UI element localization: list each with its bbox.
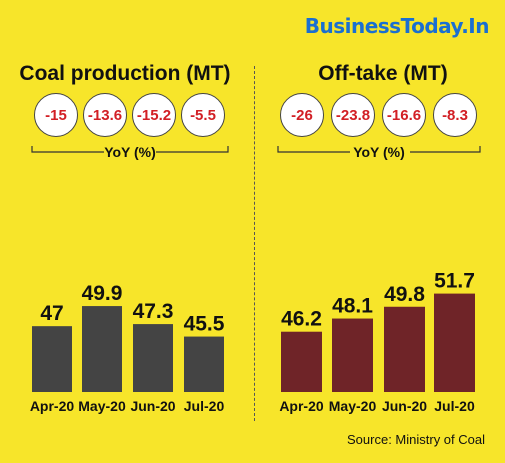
coal-category-label: Jul-20 — [184, 398, 225, 414]
offtake-bar — [384, 306, 425, 392]
coal-category-label: May-20 — [78, 398, 126, 414]
coal-yoy-badge: -5.5 — [181, 93, 225, 137]
coal-bar — [133, 324, 173, 392]
offtake-bar — [332, 318, 373, 392]
coal-yoy-badge: -15.2 — [132, 93, 176, 137]
coal-bar — [82, 306, 122, 392]
offtake-title: Off-take (MT) — [318, 62, 448, 85]
offtake-value-label: 49.8 — [384, 283, 425, 306]
coal-category-label: Apr-20 — [30, 398, 75, 414]
offtake-yoy-badge: -23.8 — [331, 93, 375, 137]
coal-value-label: 47 — [40, 302, 63, 325]
source-note: Source: Ministry of Coal — [347, 432, 485, 447]
offtake-yoy-label: YoY (%) — [353, 144, 405, 160]
brand-logo: BusinessToday.In — [304, 14, 490, 38]
coal-category-label: Jun-20 — [130, 398, 175, 414]
offtake-value-label: 51.7 — [434, 270, 475, 293]
coal-yoy-label: YoY (%) — [104, 144, 156, 160]
coal-value-label: 47.3 — [133, 300, 174, 323]
offtake-bar — [281, 331, 322, 392]
coal-production-title: Coal production (MT) — [19, 62, 231, 85]
coal-yoy-badge: -13.6 — [83, 93, 127, 137]
offtake-bar — [434, 293, 475, 392]
offtake-category-label: Jun-20 — [382, 398, 427, 414]
coal-bar — [32, 326, 72, 392]
offtake-yoy-badge: -26 — [280, 93, 324, 137]
offtake-yoy-badge: -8.3 — [433, 93, 477, 137]
coal-yoy-badge: -15 — [34, 93, 78, 137]
offtake-value-label: 46.2 — [281, 308, 322, 331]
offtake-value-label: 48.1 — [332, 295, 373, 318]
coal-bar — [184, 336, 224, 392]
offtake-category-label: Jul-20 — [434, 398, 475, 414]
offtake-yoy-badge: -16.6 — [382, 93, 426, 137]
panel-divider — [254, 66, 255, 421]
coal-value-label: 49.9 — [82, 282, 123, 305]
coal-value-label: 45.5 — [184, 313, 225, 336]
offtake-category-label: Apr-20 — [279, 398, 324, 414]
offtake-category-label: May-20 — [329, 398, 377, 414]
